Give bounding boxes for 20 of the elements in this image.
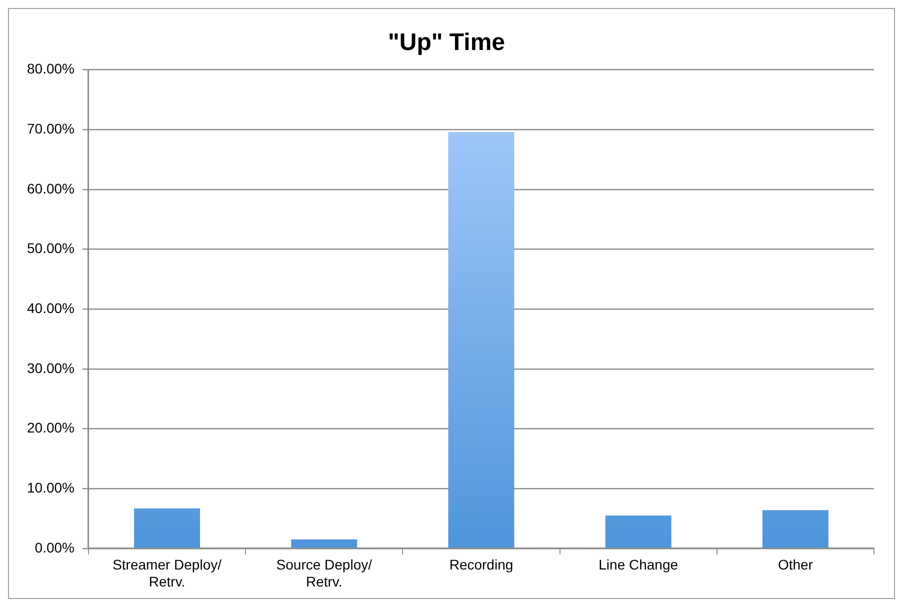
x-tick-label: Line Change	[598, 556, 678, 573]
bar	[448, 132, 514, 548]
y-tick-label: 50.00%	[27, 240, 74, 256]
y-tick-label: 20.00%	[27, 420, 74, 436]
y-tick-label: 60.00%	[27, 180, 74, 196]
chart-title: "Up" Time	[388, 29, 505, 56]
x-tick-label: Recording	[449, 556, 514, 573]
x-tick-label: Source Deploy/ Retrv.	[276, 556, 372, 590]
x-tick-label: Other	[778, 556, 814, 573]
y-tick-label: 0.00%	[34, 539, 74, 556]
y-tick-label: 30.00%	[27, 360, 74, 376]
y-tick-label: 70.00%	[27, 120, 74, 136]
x-tick-label: Streamer Deploy/ Retrv.	[112, 556, 222, 590]
y-tick-label: 40.00%	[27, 300, 74, 316]
bar	[134, 508, 200, 548]
bar	[291, 539, 358, 548]
y-tick-label: 80.00%	[27, 60, 74, 77]
y-tick-label: 10.00%	[27, 479, 74, 496]
bar	[605, 515, 672, 548]
bar	[762, 510, 828, 548]
